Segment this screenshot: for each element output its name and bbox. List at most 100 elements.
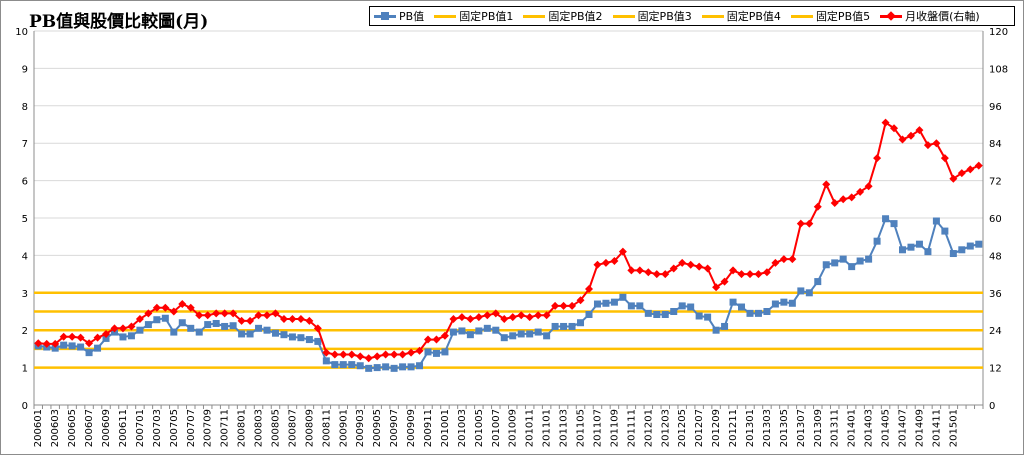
x-tick-label: 201211 bbox=[728, 409, 739, 447]
y-right-tick-label: 48 bbox=[989, 251, 1002, 262]
pb-point bbox=[738, 303, 746, 311]
pb-point bbox=[356, 362, 364, 370]
pb-point bbox=[170, 328, 178, 336]
pb-point bbox=[687, 303, 695, 311]
pb-point bbox=[678, 302, 686, 310]
pb-point bbox=[85, 349, 93, 357]
legend-item: 固定PB值2 bbox=[523, 8, 603, 24]
pb-point bbox=[153, 316, 161, 324]
price-point bbox=[890, 124, 899, 133]
x-tick-label: 200711 bbox=[220, 409, 231, 447]
pb-point bbox=[255, 324, 263, 332]
price-point bbox=[263, 311, 272, 320]
price-point bbox=[703, 264, 712, 273]
price-point bbox=[322, 348, 331, 357]
legend-label: 固定PB值4 bbox=[726, 10, 781, 23]
pb-point bbox=[441, 348, 449, 356]
y-left-tick-label: 5 bbox=[22, 214, 28, 225]
price-point bbox=[923, 141, 932, 150]
pb-point bbox=[746, 309, 754, 317]
price-point bbox=[288, 314, 297, 323]
pb-point bbox=[348, 361, 356, 369]
pb-point bbox=[509, 332, 517, 340]
price-point bbox=[873, 154, 882, 163]
pb-point bbox=[695, 312, 703, 320]
price-point bbox=[686, 260, 695, 269]
pb-point bbox=[373, 364, 381, 372]
pb-point bbox=[466, 331, 474, 339]
pb-point bbox=[458, 327, 466, 335]
price-point bbox=[76, 333, 85, 342]
y-left-tick-label: 9 bbox=[22, 64, 28, 75]
price-point bbox=[940, 154, 949, 163]
legend-label: 固定PB值5 bbox=[815, 10, 871, 23]
pb-point bbox=[941, 227, 949, 235]
price-point bbox=[432, 335, 441, 344]
pb-point bbox=[831, 259, 839, 267]
x-tick-label: 201307 bbox=[796, 409, 807, 447]
price-point bbox=[457, 313, 466, 322]
x-tick-label: 201011 bbox=[525, 409, 536, 447]
pb-point bbox=[382, 363, 390, 371]
x-tick-label: 201403 bbox=[864, 409, 875, 447]
price-point bbox=[212, 309, 221, 318]
pb-point bbox=[390, 364, 398, 372]
x-tick-label: 200809 bbox=[304, 409, 315, 447]
pb-point bbox=[627, 302, 635, 310]
pb-point bbox=[975, 240, 983, 248]
price-point bbox=[373, 352, 382, 361]
price-point bbox=[551, 301, 560, 310]
price-point bbox=[568, 301, 577, 310]
price-point bbox=[398, 350, 407, 359]
y-right-tick-label: 84 bbox=[989, 139, 1002, 150]
pb-point bbox=[856, 257, 864, 265]
x-tick-label: 201209 bbox=[711, 409, 722, 447]
pb-point bbox=[924, 248, 932, 256]
legend-label: PB值 bbox=[399, 10, 425, 23]
price-point bbox=[678, 258, 687, 267]
price-point bbox=[474, 313, 483, 322]
y-right-tick-label: 36 bbox=[989, 289, 1002, 300]
x-tick-label: 200805 bbox=[270, 409, 281, 447]
price-point bbox=[745, 270, 754, 279]
pb-point bbox=[322, 357, 330, 365]
x-tick-label: 200609 bbox=[101, 409, 112, 447]
price-point bbox=[220, 309, 229, 318]
x-tick-label: 200607 bbox=[84, 409, 95, 447]
price-point bbox=[805, 219, 814, 228]
x-tick-label: 200901 bbox=[338, 409, 349, 447]
price-point bbox=[720, 277, 729, 286]
price-point bbox=[313, 324, 322, 333]
x-tick-label: 200701 bbox=[135, 409, 146, 447]
pb-point bbox=[763, 308, 771, 315]
y-left-tick-label: 1 bbox=[22, 364, 28, 375]
price-point bbox=[957, 169, 966, 178]
x-tick-label: 200811 bbox=[321, 409, 332, 447]
x-tick-label: 201005 bbox=[474, 409, 485, 447]
price-point bbox=[93, 333, 102, 342]
pb-point bbox=[543, 332, 551, 340]
legend-swatch bbox=[434, 11, 457, 21]
x-tick-label: 201407 bbox=[898, 409, 909, 447]
y-right-tick-label: 0 bbox=[989, 401, 995, 412]
price-point bbox=[51, 339, 60, 348]
price-series-line bbox=[38, 120, 980, 360]
price-point bbox=[42, 339, 51, 348]
x-tick-label: 201009 bbox=[508, 409, 519, 447]
price-point bbox=[729, 266, 738, 275]
price-point bbox=[974, 161, 983, 170]
price-point bbox=[906, 131, 915, 140]
price-point bbox=[356, 352, 365, 361]
y-right-tick-label: 72 bbox=[989, 177, 1002, 188]
x-tick-label: 200907 bbox=[389, 409, 400, 447]
pb-point bbox=[788, 299, 796, 307]
price-point bbox=[661, 270, 670, 279]
pb-point bbox=[297, 334, 305, 342]
price-point bbox=[229, 309, 238, 318]
x-tick-label: 201105 bbox=[576, 409, 587, 447]
pb-point bbox=[721, 322, 729, 330]
y-left-tick-label: 8 bbox=[22, 102, 28, 113]
pb-point bbox=[890, 220, 898, 228]
x-tick-label: 201309 bbox=[813, 409, 824, 447]
